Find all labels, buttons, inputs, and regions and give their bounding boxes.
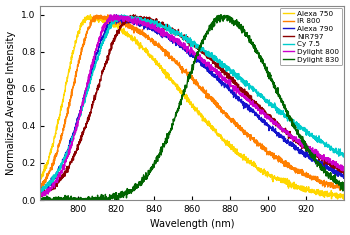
Alexa 790	[194, 56, 198, 59]
Dylight 830	[176, 108, 180, 111]
NIR797	[44, 192, 48, 195]
IR 800	[323, 183, 327, 185]
Dylight 830	[342, 188, 346, 191]
NIR797	[38, 196, 42, 198]
Alexa 790	[38, 194, 42, 197]
Dylight 800	[38, 196, 42, 199]
IR 800	[44, 177, 48, 180]
Cy 7.5	[176, 32, 180, 35]
Legend: Alexa 750, IR 800, Alexa 790, NIR797, Cy 7.5, Dylight 800, Dylight 830: Alexa 750, IR 800, Alexa 790, NIR797, Cy…	[280, 8, 342, 65]
Line: NIR797: NIR797	[40, 15, 344, 197]
Dylight 830	[38, 196, 42, 199]
Line: Alexa 750: Alexa 750	[40, 15, 344, 199]
Cy 7.5	[119, 13, 124, 16]
Line: IR 800: IR 800	[40, 15, 344, 192]
Alexa 790	[93, 56, 97, 59]
NIR797	[194, 44, 198, 47]
Alexa 750	[341, 198, 345, 201]
Dylight 830	[219, 13, 223, 16]
NIR797	[176, 34, 180, 36]
NIR797	[323, 160, 327, 162]
Alexa 750	[194, 108, 198, 111]
Dylight 830	[323, 170, 327, 173]
IR 800	[248, 136, 252, 138]
Alexa 750	[44, 166, 48, 168]
Alexa 790	[114, 13, 119, 16]
Y-axis label: Normalized Average Intensity: Normalized Average Intensity	[6, 31, 15, 175]
Alexa 750	[93, 15, 97, 18]
IR 800	[38, 186, 42, 188]
Alexa 790	[342, 172, 346, 175]
Alexa 750	[38, 178, 42, 181]
IR 800	[194, 78, 198, 81]
X-axis label: Wavelength (nm): Wavelength (nm)	[150, 219, 235, 229]
Dylight 800	[176, 43, 180, 46]
NIR797	[93, 94, 97, 97]
Dylight 830	[93, 199, 97, 201]
Dylight 830	[44, 199, 48, 201]
Alexa 750	[176, 87, 180, 90]
Dylight 830	[194, 57, 198, 60]
Alexa 750	[88, 13, 92, 16]
Line: Dylight 800: Dylight 800	[40, 15, 344, 197]
Cy 7.5	[44, 187, 48, 190]
Dylight 800	[44, 191, 48, 194]
Dylight 830	[38, 199, 43, 201]
Dylight 800	[93, 52, 97, 55]
Alexa 750	[323, 190, 327, 193]
NIR797	[248, 96, 252, 99]
NIR797	[132, 13, 136, 16]
Alexa 790	[176, 43, 180, 46]
Line: Dylight 830: Dylight 830	[40, 15, 344, 200]
Dylight 800	[248, 102, 252, 104]
Cy 7.5	[38, 190, 42, 193]
Alexa 750	[248, 162, 252, 165]
Cy 7.5	[323, 144, 327, 147]
Alexa 790	[44, 186, 48, 189]
Line: Cy 7.5: Cy 7.5	[40, 15, 344, 192]
Dylight 800	[342, 167, 346, 170]
IR 800	[93, 16, 97, 19]
Dylight 800	[323, 157, 327, 160]
Alexa 790	[323, 164, 327, 167]
Dylight 800	[194, 53, 198, 56]
Dylight 830	[248, 39, 252, 41]
Alexa 790	[248, 108, 252, 111]
IR 800	[342, 187, 346, 190]
IR 800	[39, 191, 43, 193]
NIR797	[342, 170, 346, 173]
Cy 7.5	[40, 191, 44, 194]
Cy 7.5	[342, 154, 346, 157]
Cy 7.5	[194, 45, 198, 48]
Line: Alexa 790: Alexa 790	[40, 15, 344, 195]
IR 800	[176, 63, 180, 65]
IR 800	[106, 13, 110, 16]
Alexa 750	[342, 192, 346, 195]
Cy 7.5	[93, 63, 97, 66]
Dylight 800	[112, 13, 117, 16]
Cy 7.5	[248, 84, 252, 87]
